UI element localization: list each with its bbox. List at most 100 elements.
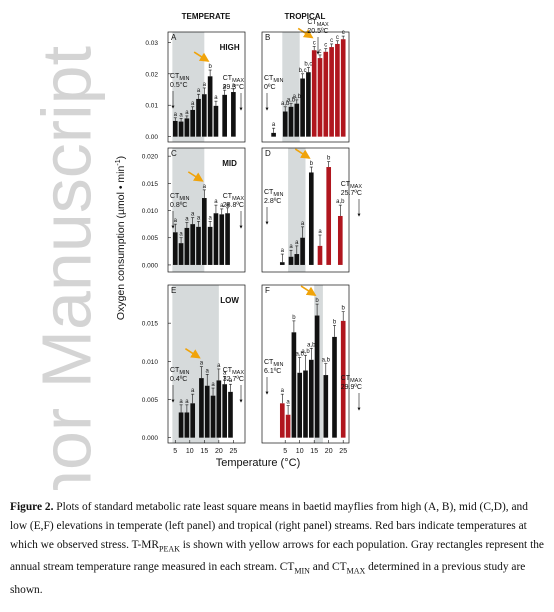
bar	[340, 39, 346, 137]
significance-letter: b,c	[299, 68, 307, 74]
bar	[300, 237, 305, 265]
caption-run: is shown with yellow arrows for each pop…	[10, 539, 544, 574]
ct-value: 0.4ºC	[170, 376, 187, 383]
bar	[288, 256, 294, 265]
ct-value: 20.5ºC	[307, 28, 328, 35]
caption: Figure 2. Plots of standard metabolic ra…	[10, 498, 544, 600]
panel-title: LOW	[220, 296, 239, 305]
bar	[178, 121, 184, 137]
significance-letter: a	[179, 399, 183, 405]
bar	[337, 215, 343, 265]
significance-letter: a	[295, 240, 299, 246]
ct-label-sub: MIN	[273, 192, 283, 198]
bar	[271, 132, 276, 137]
y-tick-label: 0.010	[142, 208, 159, 215]
panel-frame	[167, 284, 246, 444]
significance-letter: a	[206, 368, 210, 374]
panel-title: MID	[222, 159, 237, 168]
significance-letter: a	[208, 215, 212, 221]
ct-label: CTMIN	[170, 367, 189, 376]
significance-letter: a,b	[307, 342, 316, 348]
significance-letter: a	[191, 388, 195, 394]
y-tick-label: 0.000	[142, 435, 159, 442]
bar	[190, 109, 196, 137]
ct-label-main: CT	[170, 193, 180, 200]
x-tick-label: 10	[186, 448, 194, 455]
significance-letter: a	[191, 212, 195, 218]
ct-label: CTMAX	[341, 375, 363, 384]
bar	[190, 224, 196, 265]
significance-letter: b	[333, 319, 337, 325]
ct-label-main: CT	[223, 75, 233, 82]
bar	[225, 213, 230, 265]
x-tick-label: 5	[283, 448, 287, 455]
bar	[178, 412, 184, 438]
bar	[204, 385, 210, 438]
bar	[317, 58, 323, 137]
significance-letter: a	[220, 203, 224, 209]
bar	[184, 227, 190, 265]
caption-run: and CT	[309, 561, 347, 574]
ct-label-main: CT	[341, 375, 351, 382]
panel-letter: C	[171, 149, 177, 158]
y-label-end: )	[115, 156, 127, 160]
y-tick-label: 0.005	[142, 397, 159, 404]
bar	[222, 94, 227, 137]
bar	[282, 111, 288, 137]
panel-letter: D	[265, 149, 271, 158]
panel-letter: A	[171, 33, 177, 42]
bar	[279, 403, 285, 438]
ct-label-sub: MIN	[273, 78, 283, 84]
panel-title: HIGH	[220, 43, 240, 52]
x-tick-label: 25	[229, 448, 237, 455]
significance-letter: b,c	[304, 62, 312, 68]
y-axis-label: Oxygen consumption (µmol • min-1)	[115, 156, 127, 320]
bar	[279, 262, 285, 265]
caption-run: determined in a previous study are shown…	[10, 561, 526, 596]
bar	[326, 167, 332, 265]
ct-label-main: CT	[264, 359, 274, 366]
significance-letter: a	[226, 202, 230, 208]
bar	[196, 226, 201, 265]
ct-label: CTMAX	[307, 19, 329, 28]
ct-label-main: CT	[223, 367, 233, 374]
ct-label-sub: MAX	[232, 370, 244, 376]
ct-label: CTMIN	[264, 75, 283, 84]
ct-label-main: CT	[264, 75, 274, 82]
bar	[294, 103, 300, 137]
x-tick-label: 15	[310, 448, 318, 455]
significance-letter: a,b	[322, 358, 331, 364]
peak-arrow	[300, 285, 317, 296]
bar	[335, 43, 340, 137]
bar	[288, 106, 294, 137]
significance-letter: a	[179, 112, 183, 118]
ct-value: 0.5°C	[170, 81, 188, 89]
bar	[216, 380, 222, 438]
significance-letter: b	[327, 156, 331, 162]
bar	[228, 391, 233, 438]
caption-run: MAX	[346, 566, 366, 576]
ct-label-sub: MIN	[179, 196, 189, 202]
bar	[323, 51, 329, 137]
bar	[297, 372, 303, 438]
significance-letter: a	[281, 248, 285, 254]
significance-letter: a	[229, 378, 233, 384]
column-title: TROPICAL	[285, 12, 326, 21]
bar	[308, 172, 314, 265]
ct-label-main: CT	[264, 189, 274, 196]
significance-letter: a	[185, 399, 189, 405]
bar	[199, 378, 204, 438]
bar	[314, 315, 320, 438]
ct-label: CTMIN	[264, 359, 283, 368]
peak-arrow	[184, 347, 201, 359]
ct-value: 32.7ºC	[223, 376, 244, 383]
significance-letter: c	[336, 35, 339, 41]
bar	[172, 232, 178, 265]
bar	[210, 395, 216, 438]
x-tick-label: 25	[339, 448, 347, 455]
significance-letter: a	[174, 112, 178, 118]
significance-letter: b	[208, 64, 212, 70]
bar	[308, 359, 314, 438]
ct-label-main: CT	[223, 193, 233, 200]
